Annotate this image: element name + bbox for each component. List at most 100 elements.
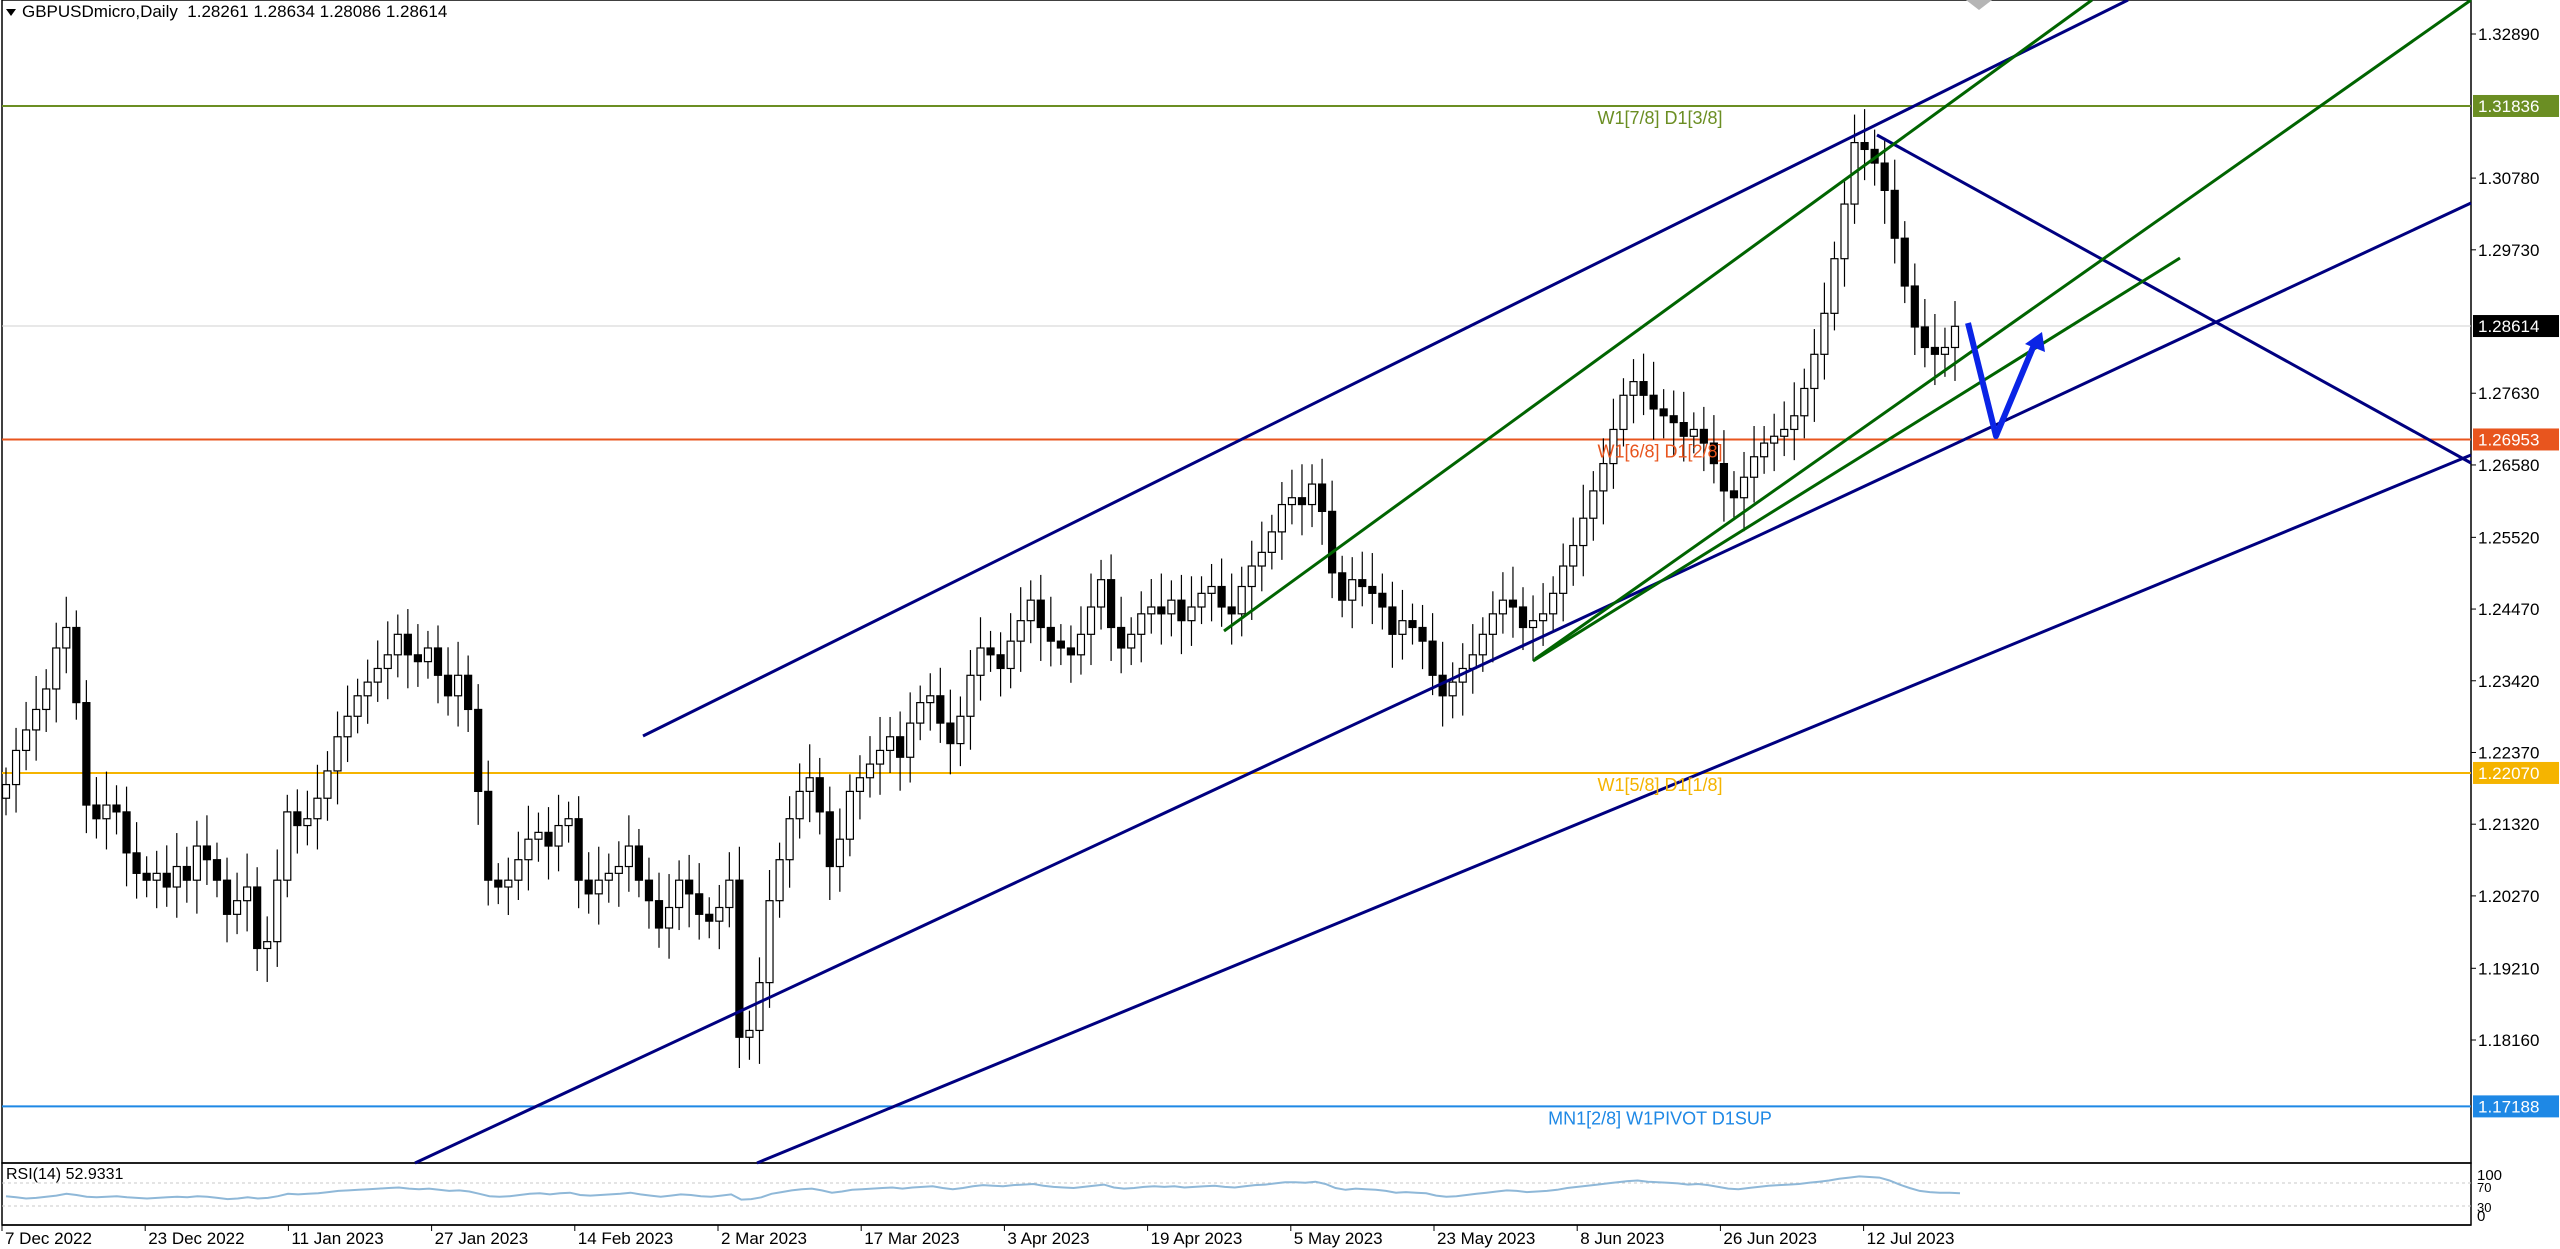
level-label: MN1[2/8] W1PIVOT D1SUP	[1548, 1108, 1772, 1128]
bull-candle	[323, 770, 332, 799]
y-tick-label: 1.29730	[2478, 241, 2539, 260]
bull-candle	[1267, 531, 1276, 553]
bear-candle	[1880, 162, 1889, 191]
bull-candle	[594, 879, 603, 895]
price-tag	[2473, 94, 2559, 117]
x-axis: 7 Dec 2022 23 Dec 2022 11 Jan 2023 27 Jan 2…	[1, 1225, 1955, 1248]
y-tick-label: 1.32890	[2478, 25, 2539, 44]
x-tick-label: 2 Mar 2023	[721, 1229, 807, 1248]
y-tick-label: 1.21320	[2478, 815, 2539, 834]
y-tick-label: 1.22370	[2478, 743, 2539, 762]
bear-candle	[705, 913, 714, 922]
bear-candle	[1508, 599, 1518, 608]
bull-candle	[1579, 517, 1588, 547]
green-channel-upper[interactable]	[1223, 0, 2093, 633]
bull-candle	[1800, 387, 1809, 417]
bull-candle	[1569, 544, 1578, 567]
x-tick-label: 3 Apr 2023	[1007, 1229, 1089, 1248]
x-tick-label: 8 Jun 2023	[1580, 1229, 1664, 1248]
bull-candle	[243, 886, 252, 902]
bear-candle	[1056, 640, 1065, 649]
bull-candle	[1187, 606, 1196, 622]
bull-candle	[192, 845, 201, 881]
bull-candle	[283, 811, 292, 881]
bear-candle	[735, 879, 744, 1038]
x-tick-label: 27 Jan 2023	[435, 1229, 529, 1248]
bull-candle	[1559, 565, 1568, 594]
bull-candle	[363, 681, 372, 697]
forecast-path[interactable]	[1965, 322, 2037, 439]
bull-candle	[333, 736, 342, 772]
y-tick-label: 1.23420	[2478, 672, 2539, 691]
bull-candle	[956, 715, 965, 745]
bull-candle	[1006, 640, 1015, 670]
bull-candle	[1137, 613, 1146, 635]
down-trend-line[interactable]	[1876, 133, 2472, 465]
bull-candle	[524, 838, 533, 861]
bear-candle	[1729, 490, 1739, 499]
bear-candle	[1297, 497, 1307, 506]
bear-candle	[443, 674, 453, 697]
green-channel-lower[interactable]	[1532, 256, 2181, 663]
symbol-header[interactable]: GBPUSDmicro,Daily 1.28261 1.28634 1.2808…	[6, 2, 447, 22]
bear-candle	[1649, 394, 1658, 410]
bull-candle	[1307, 483, 1317, 506]
forecast-arrow	[1965, 322, 2045, 439]
bear-candle	[1659, 408, 1668, 417]
bear-candle	[1860, 141, 1869, 151]
bull-candle	[52, 647, 61, 690]
bull-candle	[42, 688, 51, 711]
trend-lines	[414, 0, 2472, 1165]
bear-candle	[1418, 626, 1427, 642]
rsi-header: RSI(14) 52.9331	[6, 1166, 124, 1183]
level-labels: W1[7/8] D1[3/8] W1[6/8] D1[2/8] W1[5/8] D1…	[1548, 108, 1772, 1128]
level-label: W1[6/8] D1[2/8]	[1597, 441, 1722, 461]
bear-candle	[896, 736, 905, 758]
bull-candle	[1287, 497, 1297, 506]
x-tick-label: 14 Feb 2023	[578, 1229, 673, 1248]
x-tick-label: 23 Dec 2022	[148, 1229, 244, 1248]
lower-channel-line[interactable]	[414, 201, 2472, 1165]
upper-channel-line[interactable]	[642, 0, 2129, 738]
bull-candle	[21, 729, 31, 752]
bull-candle	[725, 879, 734, 909]
bull-candle	[232, 900, 242, 915]
bull-candle	[1086, 606, 1096, 635]
bear-candle	[1046, 626, 1055, 642]
y-tick-label: 1.20270	[2478, 887, 2539, 906]
bear-candle	[1358, 579, 1367, 588]
bear-candle	[936, 695, 945, 724]
bear-candle	[212, 859, 222, 881]
bull-candle	[1780, 428, 1789, 437]
rsi-panel-border	[1, 1162, 2472, 1226]
horizontal-levels	[2, 104, 2471, 1108]
bear-candle	[433, 647, 443, 676]
bull-candle	[172, 865, 181, 888]
bear-candle	[685, 879, 694, 895]
bear-candle	[1107, 579, 1116, 629]
green-channel-upper-2[interactable]	[1534, 0, 2472, 661]
bear-candle	[1388, 606, 1397, 635]
bull-candle	[383, 654, 392, 670]
bear-candle	[1890, 189, 1899, 239]
bull-candle	[353, 695, 362, 717]
bear-candle	[1338, 572, 1347, 601]
level-label: W1[7/8] D1[3/8]	[1597, 108, 1722, 128]
bear-candle	[584, 879, 593, 895]
x-tick-label: 26 Jun 2023	[1723, 1229, 1817, 1248]
bull-candle	[835, 838, 844, 868]
bull-candle	[1538, 613, 1548, 622]
bear-candle	[1036, 599, 1045, 629]
bull-candle	[885, 736, 895, 752]
bull-candle	[1247, 565, 1256, 588]
y-tick-label: 1.30780	[2478, 169, 2539, 188]
long-support-line[interactable]	[756, 453, 2472, 1165]
bear-candle	[494, 879, 503, 888]
bear-candle	[413, 654, 423, 663]
price-tag	[2473, 1095, 2559, 1118]
bear-candle	[946, 722, 955, 745]
y-axis: 1.32890 1.30780 1.29730 1.27630 1.26580 1.255…	[2471, 25, 2539, 1050]
bull-candle	[1840, 203, 1849, 260]
bull-candle	[1127, 633, 1136, 649]
